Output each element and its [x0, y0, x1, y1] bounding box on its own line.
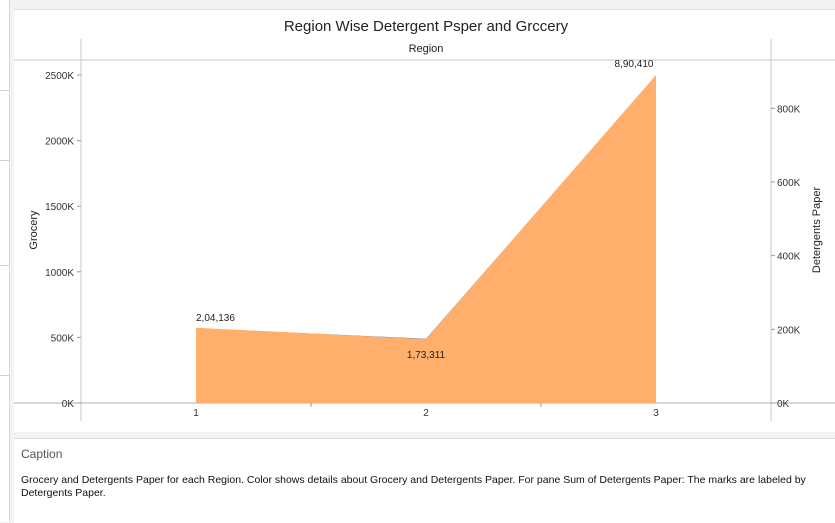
sidebar-divider — [0, 375, 9, 376]
x-axis-tick-label: 1 — [193, 408, 199, 419]
left-axis-tick-label: 1000K — [45, 268, 74, 279]
chart-panel: Region Wise Detergent Psper and Grccery … — [14, 9, 835, 432]
data-label: 1,73,311 — [407, 350, 446, 361]
right-axis-tick-label: 600K — [777, 178, 801, 189]
left-axis: 0K 500K 1000K 1500K 2000K 2500K — [45, 71, 81, 410]
right-axis-tick-label: 800K — [777, 104, 801, 115]
x-axis-tick-label: 2 — [423, 408, 429, 419]
right-axis-tick-label: 400K — [777, 252, 801, 263]
sidebar-divider — [0, 90, 9, 91]
left-sidebar-strip — [0, 0, 10, 522]
left-axis-tick-label: 2000K — [45, 137, 74, 148]
caption-panel: Caption Grocery and Detergents Paper for… — [14, 438, 835, 523]
left-axis-tick-label: 2500K — [45, 71, 74, 82]
data-label: 8,90,410 — [615, 59, 654, 70]
chart-title: Region Wise Detergent Psper and Grccery — [284, 18, 569, 35]
caption-title: Caption — [21, 447, 63, 461]
column-header: Region — [409, 43, 444, 55]
caption-text: Grocery and Detergents Paper for each Re… — [21, 474, 806, 499]
right-axis: 0K 200K 400K 600K 800K — [771, 104, 801, 410]
left-axis-tick-label: 500K — [51, 333, 75, 344]
right-axis-title: Detergents Paper — [811, 187, 823, 274]
data-labels: 2,04,136 1,73,311 8,90,410 — [196, 59, 654, 361]
left-axis-tick-label: 1500K — [45, 202, 74, 213]
chart-svg: Region Wise Detergent Psper and Grccery … — [14, 18, 835, 421]
detergents-paper-area — [196, 75, 656, 403]
x-axis: 1 2 3 — [193, 403, 659, 419]
right-axis-tick-label: 200K — [777, 325, 801, 336]
x-axis-tick-label: 3 — [653, 408, 659, 419]
left-axis-tick-label: 0K — [62, 399, 75, 410]
left-axis-title: Grocery — [28, 210, 40, 250]
plot-area — [196, 75, 656, 403]
sidebar-divider — [0, 265, 9, 266]
data-label: 2,04,136 — [196, 313, 235, 324]
right-axis-tick-label: 0K — [777, 399, 790, 410]
sidebar-divider — [0, 160, 9, 161]
